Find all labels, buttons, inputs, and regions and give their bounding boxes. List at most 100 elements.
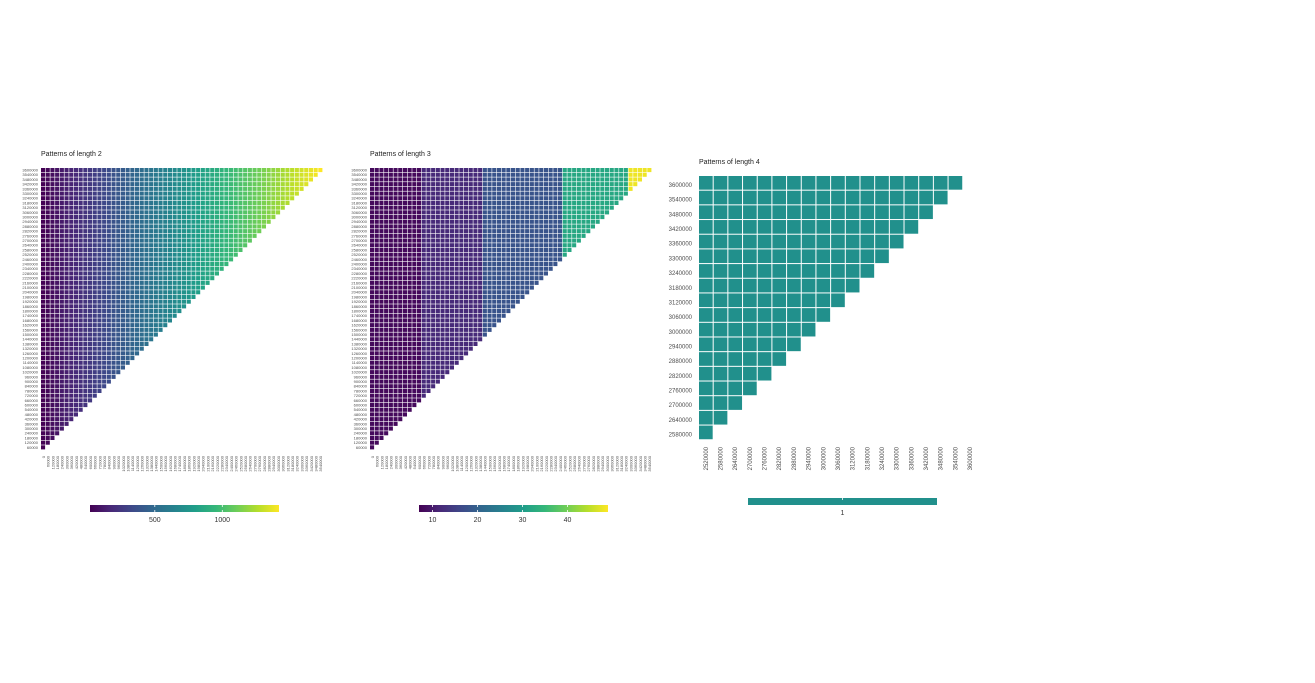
heatmap-tile	[426, 304, 431, 309]
heatmap-tile	[539, 271, 544, 276]
heatmap-tile	[548, 257, 553, 262]
heatmap-tile	[64, 421, 69, 426]
heatmap-tile	[449, 341, 454, 346]
heatmap-tile	[144, 309, 149, 314]
heatmap-tile	[492, 191, 497, 196]
heatmap-tile	[102, 229, 107, 234]
heatmap-tile	[772, 278, 787, 293]
heatmap-tile	[384, 426, 389, 431]
heatmap-tile	[370, 341, 375, 346]
heatmap-tile	[78, 294, 83, 299]
heatmap-tile	[473, 337, 478, 342]
heatmap-tile	[529, 233, 534, 238]
heatmap-tile	[417, 351, 422, 356]
heatmap-tile	[130, 229, 135, 234]
heatmap-tile	[247, 233, 252, 238]
heatmap-tile	[45, 233, 50, 238]
heatmap-tile	[374, 341, 379, 346]
heatmap-tile	[370, 360, 375, 365]
heatmap-tile	[384, 238, 389, 243]
heatmap-tile	[398, 299, 403, 304]
heatmap-tile	[55, 229, 60, 234]
heatmap-tile	[191, 215, 196, 220]
heatmap-tile	[487, 229, 492, 234]
heatmap-tile	[506, 262, 511, 267]
heatmap-tile	[64, 384, 69, 389]
heatmap-tile	[130, 346, 135, 351]
heatmap-tile	[374, 421, 379, 426]
heatmap-tile	[431, 313, 436, 318]
heatmap-tile	[421, 182, 426, 187]
y-tick-label: 3540000	[669, 198, 693, 204]
heatmap-tile	[487, 262, 492, 267]
heatmap-tile	[743, 220, 757, 234]
heatmap-tile	[59, 421, 64, 426]
heatmap-tile	[73, 323, 78, 328]
heatmap-tile	[88, 243, 93, 248]
heatmap-tile	[379, 384, 384, 389]
heatmap-tile	[379, 233, 384, 238]
heatmap-tile	[167, 285, 172, 290]
heatmap-tile	[163, 262, 168, 267]
heatmap-tile	[431, 384, 436, 389]
heatmap-tile	[149, 309, 154, 314]
heatmap-tile	[59, 205, 64, 210]
heatmap-tile	[468, 238, 473, 243]
heatmap-tile	[102, 177, 107, 182]
heatmap-tile	[370, 370, 375, 375]
x-tick-label: 2280000	[548, 455, 553, 471]
heatmap-tile	[73, 346, 78, 351]
heatmap-tile	[743, 322, 757, 337]
heatmap-tile	[50, 229, 55, 234]
heatmap-tile	[473, 177, 478, 182]
heatmap-tile	[454, 318, 459, 323]
heatmap-tile	[473, 252, 478, 257]
heatmap-tile	[412, 219, 417, 224]
heatmap-tile	[412, 360, 417, 365]
heatmap-tile	[158, 186, 163, 191]
heatmap-tile	[417, 233, 422, 238]
heatmap-tile	[379, 379, 384, 384]
heatmap-tile	[153, 327, 158, 332]
heatmap-tile	[388, 196, 393, 201]
heatmap-tile	[69, 238, 74, 243]
heatmap-tile	[135, 200, 140, 205]
heatmap-tile	[421, 309, 426, 314]
heatmap-tile	[417, 370, 422, 375]
heatmap-tile	[55, 426, 60, 431]
heatmap-tile	[464, 229, 469, 234]
heatmap-tile	[238, 233, 243, 238]
heatmap-tile	[163, 200, 168, 205]
heatmap-tile	[172, 233, 177, 238]
heatmap-tile	[492, 172, 497, 177]
heatmap-tile	[728, 278, 743, 293]
heatmap-tile	[102, 299, 107, 304]
heatmap-tile	[464, 191, 469, 196]
heatmap-tile	[468, 215, 473, 220]
heatmap-tile	[539, 200, 544, 205]
heatmap-tile	[374, 426, 379, 431]
heatmap-tile	[92, 186, 97, 191]
heatmap-tile	[116, 313, 121, 318]
heatmap-tile	[83, 252, 88, 257]
heatmap-tile	[492, 266, 497, 271]
heatmap-tile	[845, 278, 860, 293]
heatmap-tile	[440, 313, 445, 318]
heatmap-tile	[252, 191, 257, 196]
heatmap-tile	[144, 224, 149, 229]
heatmap-tile	[55, 196, 60, 201]
heatmap-tile	[421, 323, 426, 328]
heatmap-tile	[449, 332, 454, 337]
heatmap-tile	[200, 200, 205, 205]
heatmap-tile	[374, 346, 379, 351]
heatmap-tile	[506, 215, 511, 220]
heatmap-tile	[186, 229, 191, 234]
heatmap-tile	[130, 219, 135, 224]
heatmap-tile	[449, 266, 454, 271]
heatmap-tile	[384, 421, 389, 426]
heatmap-tile	[280, 177, 285, 182]
heatmap-tile	[757, 337, 772, 352]
heatmap-tile	[374, 379, 379, 384]
heatmap-tile	[713, 308, 728, 322]
heatmap-tile	[642, 168, 647, 173]
